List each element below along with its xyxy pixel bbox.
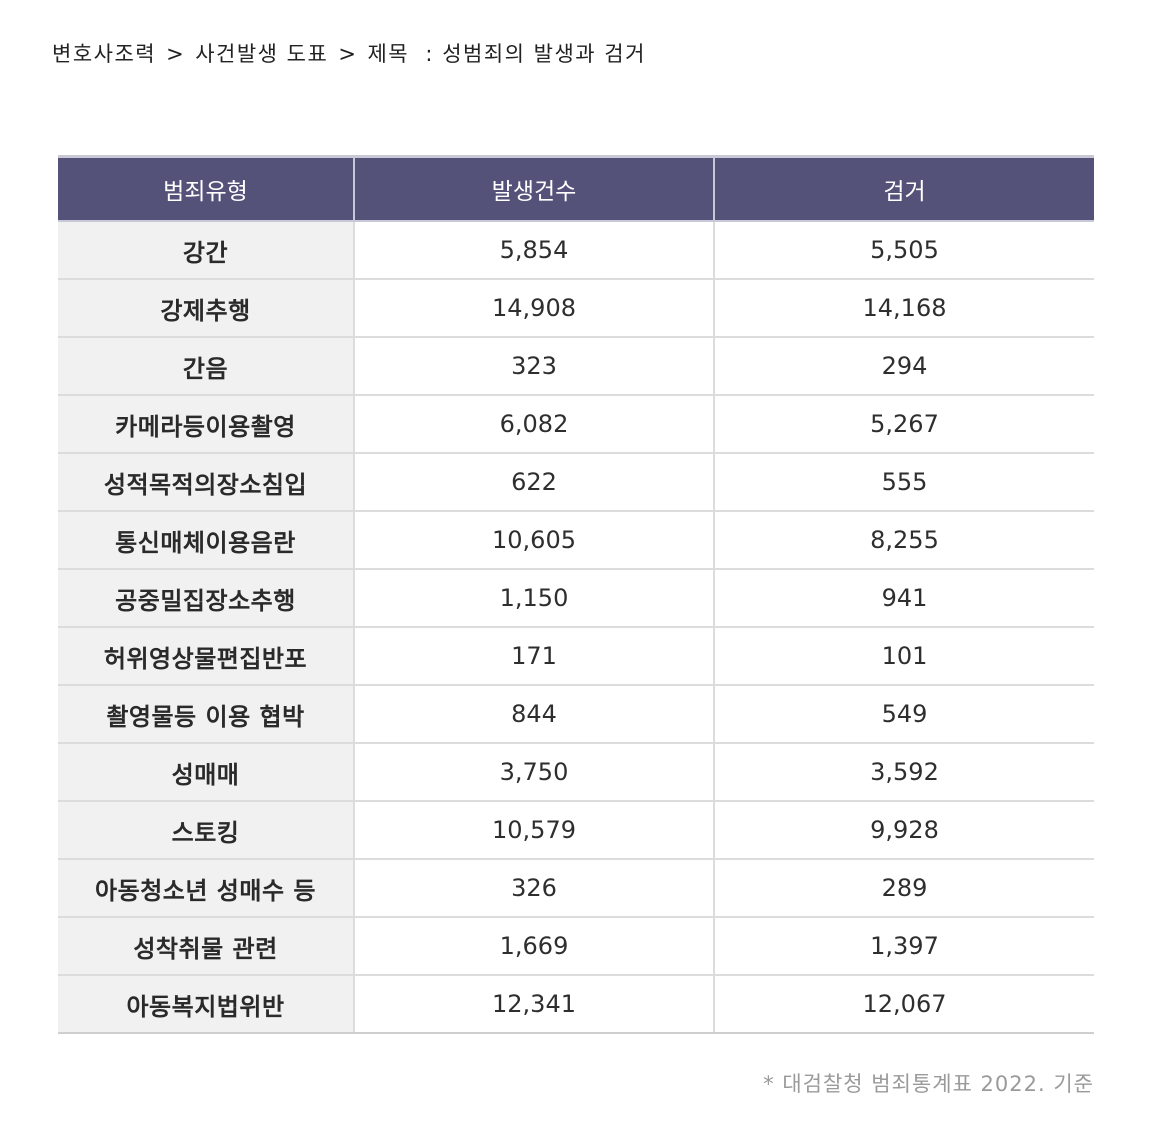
cell-arrests: 5,267 bbox=[713, 395, 1094, 454]
cell-occurrences: 1,150 bbox=[353, 569, 714, 628]
cell-crime-type: 스토킹 bbox=[58, 801, 354, 860]
breadcrumb: 변호사조력 > 사건발생 도표 > 제목 : 성범죄의 발생과 검거 bbox=[52, 38, 646, 68]
cell-crime-type: 허위영상물편집반포 bbox=[58, 627, 354, 686]
cell-crime-type: 아동청소년 성매수 등 bbox=[58, 859, 354, 918]
cell-crime-type: 성매매 bbox=[58, 743, 354, 802]
breadcrumb-item-title-label: 제목 bbox=[367, 42, 410, 66]
cell-arrests: 12,067 bbox=[713, 975, 1094, 1034]
table-row: 아동복지법위반 12,341 12,067 bbox=[58, 975, 1094, 1034]
table-row: 허위영상물편집반포 171 101 bbox=[58, 627, 1094, 686]
table-row: 성매매 3,750 3,592 bbox=[58, 743, 1094, 802]
cell-occurrences: 326 bbox=[353, 859, 714, 918]
table-row: 촬영물등 이용 협박 844 549 bbox=[58, 685, 1094, 744]
cell-occurrences: 14,908 bbox=[353, 279, 714, 338]
table-row: 스토킹 10,579 9,928 bbox=[58, 801, 1094, 860]
cell-occurrences: 5,854 bbox=[353, 221, 714, 280]
cell-crime-type: 공중밀집장소추행 bbox=[58, 569, 354, 628]
cell-occurrences: 622 bbox=[353, 453, 714, 512]
cell-arrests: 549 bbox=[713, 685, 1094, 744]
cell-crime-type: 성적목적의장소침입 bbox=[58, 453, 354, 512]
cell-occurrences: 323 bbox=[353, 337, 714, 396]
cell-crime-type: 촬영물등 이용 협박 bbox=[58, 685, 354, 744]
cell-crime-type: 간음 bbox=[58, 337, 354, 396]
cell-arrests: 101 bbox=[713, 627, 1094, 686]
cell-crime-type: 통신매체이용음란 bbox=[58, 511, 354, 570]
header-occurrences: 발생건수 bbox=[353, 155, 714, 222]
cell-arrests: 14,168 bbox=[713, 279, 1094, 338]
cell-crime-type: 강제추행 bbox=[58, 279, 354, 338]
table-row: 카메라등이용촬영 6,082 5,267 bbox=[58, 395, 1094, 454]
cell-occurrences: 10,579 bbox=[353, 801, 714, 860]
table-row: 통신매체이용음란 10,605 8,255 bbox=[58, 511, 1094, 570]
table-header-row: 범죄유형 발생건수 검거 bbox=[58, 155, 1094, 222]
cell-occurrences: 6,082 bbox=[353, 395, 714, 454]
table-row: 강간 5,854 5,505 bbox=[58, 221, 1094, 280]
cell-occurrences: 3,750 bbox=[353, 743, 714, 802]
cell-arrests: 1,397 bbox=[713, 917, 1094, 976]
cell-occurrences: 1,669 bbox=[353, 917, 714, 976]
table-row: 강제추행 14,908 14,168 bbox=[58, 279, 1094, 338]
cell-occurrences: 10,605 bbox=[353, 511, 714, 570]
cell-arrests: 555 bbox=[713, 453, 1094, 512]
breadcrumb-item-case-chart[interactable]: 사건발생 도표 bbox=[195, 42, 329, 66]
breadcrumb-separator: > bbox=[166, 42, 186, 66]
cell-crime-type: 강간 bbox=[58, 221, 354, 280]
table-row: 간음 323 294 bbox=[58, 337, 1094, 396]
cell-occurrences: 12,341 bbox=[353, 975, 714, 1034]
cell-crime-type: 아동복지법위반 bbox=[58, 975, 354, 1034]
table-body: 강간 5,854 5,505 강제추행 14,908 14,168 간음 323 294 카메라등… bbox=[58, 221, 1094, 1034]
cell-arrests: 941 bbox=[713, 569, 1094, 628]
cell-arrests: 289 bbox=[713, 859, 1094, 918]
cell-occurrences: 844 bbox=[353, 685, 714, 744]
table-row: 성적목적의장소침입 622 555 bbox=[58, 453, 1094, 512]
breadcrumb-title-prefix: : bbox=[409, 42, 443, 66]
breadcrumb-item-lawyer-assist[interactable]: 변호사조력 bbox=[52, 42, 157, 66]
cell-crime-type: 카메라등이용촬영 bbox=[58, 395, 354, 454]
crime-stats-table: 범죄유형 발생건수 검거 강간 5,854 5,505 강제추행 14,908 14,16… bbox=[58, 155, 1094, 1034]
table-row: 성착취물 관련 1,669 1,397 bbox=[58, 917, 1094, 976]
cell-arrests: 9,928 bbox=[713, 801, 1094, 860]
table-row: 아동청소년 성매수 등 326 289 bbox=[58, 859, 1094, 918]
cell-arrests: 5,505 bbox=[713, 221, 1094, 280]
cell-arrests: 8,255 bbox=[713, 511, 1094, 570]
cell-occurrences: 171 bbox=[353, 627, 714, 686]
cell-arrests: 294 bbox=[713, 337, 1094, 396]
source-footnote: * 대검찰청 범죄통계표 2022. 기준 bbox=[763, 1072, 1094, 1096]
breadcrumb-separator: > bbox=[338, 42, 358, 66]
table-row: 공중밀집장소추행 1,150 941 bbox=[58, 569, 1094, 628]
page-title: 성범죄의 발생과 검거 bbox=[442, 42, 646, 66]
cell-arrests: 3,592 bbox=[713, 743, 1094, 802]
header-crime-type: 범죄유형 bbox=[58, 155, 354, 222]
header-arrests: 검거 bbox=[713, 155, 1094, 222]
cell-crime-type: 성착취물 관련 bbox=[58, 917, 354, 976]
